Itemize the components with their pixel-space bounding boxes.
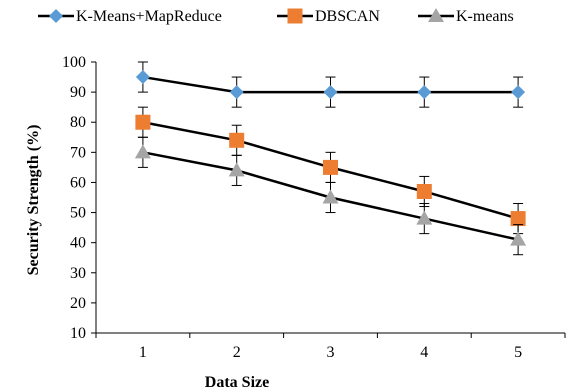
- series-2: [135, 106, 526, 235]
- data-point: [511, 85, 526, 100]
- data-point: [323, 85, 338, 100]
- data-point: [135, 70, 150, 85]
- data-point: [416, 183, 432, 199]
- y-tick-label: 60: [70, 174, 86, 191]
- series-3: [134, 136, 527, 256]
- series-1: [135, 61, 526, 108]
- data-point: [322, 189, 339, 204]
- y-axis-title: Security Strength (%): [25, 125, 42, 276]
- x-tick-label: 3: [327, 344, 335, 361]
- legend: K-Means+MapReduce DBSCAN K-means: [38, 8, 514, 25]
- y-tick-label: 50: [70, 205, 86, 222]
- x-tick-label: 2: [233, 344, 241, 361]
- y-tick-label: 10: [70, 325, 86, 342]
- legend-marker: [287, 8, 303, 24]
- legend-label: DBSCAN: [315, 8, 380, 25]
- legend-label: K-means: [456, 8, 514, 25]
- data-point: [135, 114, 151, 130]
- data-point: [510, 231, 527, 246]
- y-tick-label: 20: [70, 295, 86, 312]
- data-point: [229, 132, 245, 148]
- data-point: [228, 162, 245, 177]
- legend-item-1: K-Means+MapReduce: [38, 8, 222, 25]
- legend-label: K-Means+MapReduce: [76, 8, 222, 25]
- y-tick-label: 30: [70, 265, 86, 282]
- x-tick-label: 1: [139, 344, 147, 361]
- legend-marker: [49, 9, 63, 23]
- y-tick-label: 70: [70, 144, 86, 161]
- x-tick-label: 5: [514, 344, 522, 361]
- legend-item-3: K-means: [418, 8, 514, 25]
- data-point: [417, 85, 432, 100]
- y-tick-label: 40: [70, 235, 86, 252]
- data-point: [323, 159, 338, 175]
- x-tick-label: 4: [420, 344, 428, 361]
- y-tick-label: 80: [70, 114, 86, 131]
- y-tick-label: 90: [70, 84, 86, 101]
- data-point: [229, 85, 244, 100]
- legend-item-2: DBSCAN: [277, 8, 380, 25]
- data-point: [134, 144, 151, 159]
- data-point: [416, 210, 433, 225]
- data-point: [510, 211, 526, 227]
- y-tick-label: 100: [62, 54, 86, 71]
- plot-area: 10 20 30 40 50 60 70 80 90 100 1 2 3 4 5: [62, 54, 566, 361]
- legend-marker: [428, 8, 444, 22]
- x-axis-title: Data Size: [205, 374, 269, 391]
